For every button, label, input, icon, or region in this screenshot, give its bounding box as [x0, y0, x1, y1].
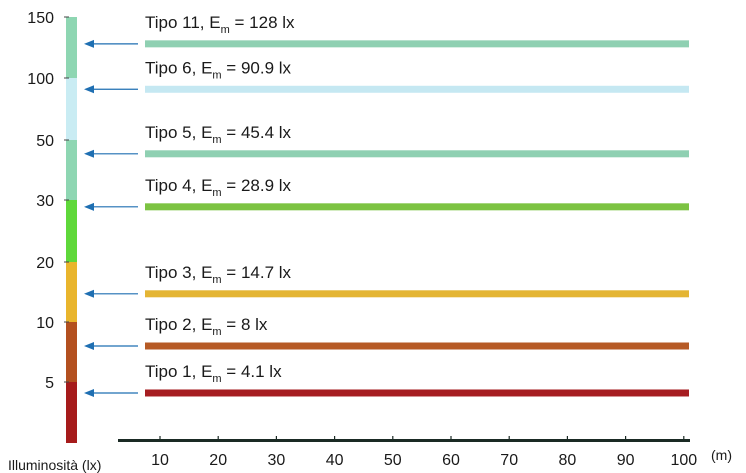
series-label-0: Tipo 11, Em = 128 lx	[145, 13, 295, 36]
arrow-head-icon	[84, 149, 94, 158]
scale-band-1	[66, 78, 77, 140]
series-label-2: Tipo 5, Em = 45.4 lx	[145, 123, 292, 146]
level-arrows	[84, 39, 138, 397]
arrow-head-icon	[84, 388, 94, 397]
arrow-head-icon	[84, 85, 94, 94]
scale-band-3	[66, 200, 77, 262]
scale-tick-label: 150	[27, 10, 54, 27]
series-bar-4	[145, 290, 689, 298]
arrow-head-icon	[84, 39, 94, 48]
scale-band-4	[66, 262, 77, 322]
x-tick-label: 80	[559, 452, 577, 469]
series-bar-2	[145, 150, 689, 158]
series-bar-1	[145, 85, 689, 93]
scale-tick-label: 50	[36, 133, 54, 150]
scale-band-2	[66, 140, 77, 200]
scale-tick-label: 20	[36, 255, 54, 272]
scale-tick-label: 10	[36, 315, 54, 332]
series-label-4: Tipo 3, Em = 14.7 lx	[145, 263, 292, 286]
series-bar-6	[145, 389, 689, 397]
arrow-head-icon	[84, 342, 94, 350]
series-bar-5	[145, 342, 689, 350]
x-tick-label: 10	[151, 452, 169, 469]
series-bar-0	[145, 40, 689, 48]
series-label-1: Tipo 6, Em = 90.9 lx	[145, 58, 292, 81]
x-tick-label: 100	[670, 452, 697, 469]
series-label-3: Tipo 4, Em = 28.9 lx	[145, 176, 292, 199]
x-axis: 10 20 30 40 50 60 70 80 90 100	[118, 436, 697, 469]
scale-tick-label: 100	[27, 71, 54, 88]
scale-tick-label: 30	[36, 193, 54, 210]
x-axis-line	[118, 439, 690, 442]
scale-tick-labels: 150 100 50 30 20 10 5	[27, 10, 69, 392]
illuminance-scale-bar	[66, 17, 77, 443]
x-tick-label: 70	[500, 452, 518, 469]
x-tick-label: 60	[442, 452, 460, 469]
scale-band-0	[66, 17, 77, 78]
x-tick-label: 50	[384, 452, 402, 469]
x-axis-unit: (m)	[711, 447, 732, 463]
scale-tick-label: 5	[45, 375, 54, 392]
scale-band-6	[66, 382, 77, 443]
series-bar-3	[145, 203, 689, 211]
series-label-6: Tipo 1, Em = 4.1 lx	[145, 362, 282, 385]
scale-band-5	[66, 322, 77, 382]
series-bars	[145, 40, 689, 397]
arrow-head-icon	[84, 202, 94, 211]
x-tick-label: 40	[326, 452, 344, 469]
x-tick-label: 30	[268, 452, 286, 469]
series-label-5: Tipo 2, Em = 8 lx	[145, 315, 268, 338]
y-axis-label: Illuminosità (lx)	[8, 457, 101, 473]
series-labels: Tipo 11, Em = 128 lx Tipo 6, Em = 90.9 lx…	[145, 13, 295, 385]
arrow-head-icon	[84, 289, 94, 298]
x-tick-label: 90	[617, 452, 635, 469]
x-tick-label: 20	[209, 452, 227, 469]
